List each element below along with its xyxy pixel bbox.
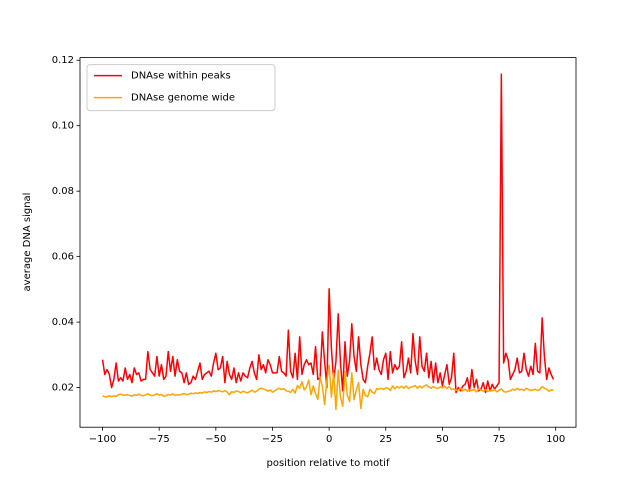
legend-label: DNAse genome wide [131, 93, 235, 104]
x-tick-label: 25 [379, 434, 392, 445]
x-tick-label: −100 [89, 434, 116, 445]
x-tick-label: −50 [205, 434, 226, 445]
legend-label: DNAse within peaks [131, 71, 231, 82]
legend-box [86, 64, 276, 112]
x-tick-label: 75 [493, 434, 506, 445]
y-tick-label: 0.12 [52, 55, 74, 66]
y-tick-label: 0.08 [52, 186, 74, 197]
y-tick-label: 0.02 [52, 383, 74, 394]
y-tick-label: 0.04 [52, 317, 74, 328]
x-tick-label: 0 [326, 434, 332, 445]
x-tick-label: −75 [149, 434, 170, 445]
y-tick-label: 0.06 [52, 252, 74, 263]
x-tick-label: 50 [436, 434, 449, 445]
plot-frame [79, 57, 577, 428]
line [102, 364, 554, 411]
x-tick-label: 100 [546, 434, 565, 445]
y-axis-label: average DNA signal [22, 193, 33, 292]
y-tick-label: 0.10 [52, 121, 74, 132]
x-tick-label: −25 [262, 434, 283, 445]
x-axis-label: position relative to motif [267, 458, 390, 469]
